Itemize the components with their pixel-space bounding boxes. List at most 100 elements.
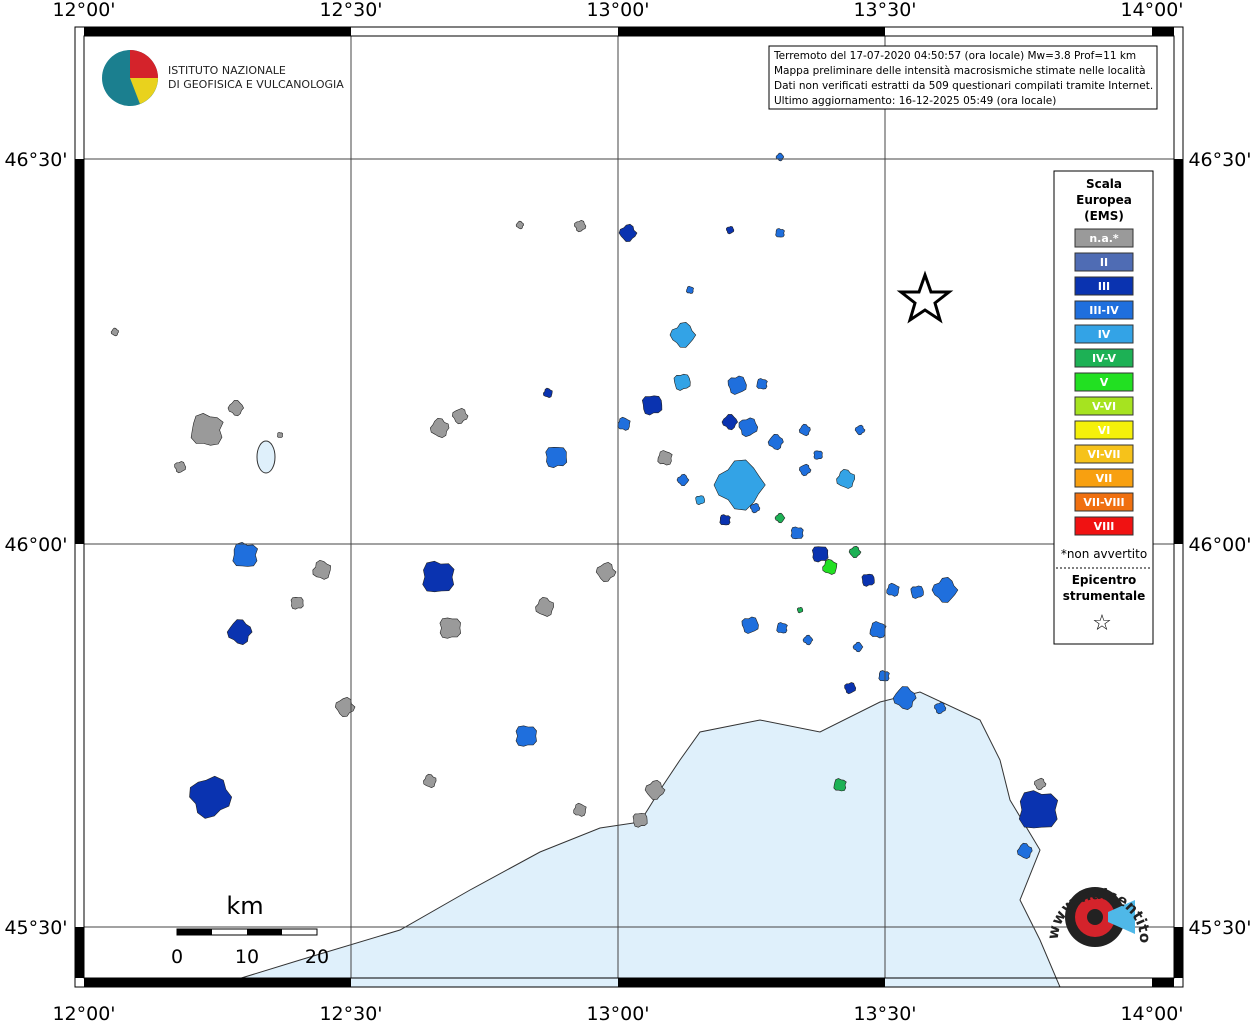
municipality [767,433,784,451]
legend-swatch [1074,348,1134,368]
logo-segment [130,78,158,104]
municipality [721,414,738,431]
municipality [749,502,761,514]
municipality [673,373,691,391]
frame-band [75,927,84,978]
lake [256,440,276,474]
municipality [776,622,788,634]
scale-segment [177,929,212,935]
municipality [189,775,233,819]
municipality [796,606,804,614]
municipality [802,634,814,646]
legend-epicenter: Epicentro [1072,573,1137,587]
info-line: Ultimo aggiornamento: 16-12-2025 05:49 (… [774,95,1056,107]
municipality [798,463,812,477]
municipality [861,573,875,587]
legend-label: IV-V [1092,352,1117,365]
municipality [232,541,258,567]
municipality [618,223,638,242]
legend-label: VII [1096,472,1113,485]
municipality [190,412,224,446]
hsit-circle [1087,909,1103,925]
legend-label: VII-VIII [1083,496,1124,509]
municipality [515,725,537,747]
municipality [798,423,811,437]
frame-band [1174,927,1183,978]
sea [211,691,1061,988]
legend-label: III-IV [1089,304,1119,317]
scale-bar: km 0 10 20 [171,892,329,968]
municipality [813,450,823,460]
municipality [422,560,455,593]
municipality [774,512,786,524]
municipality [110,327,119,337]
municipality [910,585,924,599]
frame-band [84,978,351,987]
lat-label: 46°30' [4,149,67,171]
municipality [886,582,900,597]
legend-label: IV [1098,328,1111,341]
legend-swatch [1074,444,1134,464]
lon-label: 12°00' [52,0,115,21]
municipality [836,468,856,489]
municipality [686,285,694,294]
legend-label: n.a.* [1089,232,1119,245]
legend-swatch [1074,324,1134,344]
municipality [290,596,304,610]
municipality [227,400,244,417]
logo-text: ISTITUTO NAZIONALE [168,64,286,77]
hsit-horn [1108,900,1135,934]
municipality [644,779,666,800]
logo-segment [130,50,158,78]
graticule: 12°00' 12°00' 12°30' 12°30' 13°00' 13°00' 13°3… [4,0,1251,1025]
info-line: Dati non verificati estratti da 509 ques… [774,80,1153,92]
legend-label: V-VI [1092,400,1116,413]
legend-swatch [1074,516,1134,536]
lat-label: 46°30' [1188,149,1251,171]
lon-label: 14°00' [1120,0,1183,21]
municipality [931,576,959,603]
frame-band [1152,978,1174,987]
scale-label: 0 [171,946,183,968]
legend-title: Europea [1076,193,1132,207]
municipality [657,450,673,466]
municipality [892,686,917,711]
municipality [641,395,663,416]
logo-text: DI GEOFISICA E VULCANOLOGIA [168,78,344,91]
legend-star: ☆ [1092,611,1112,636]
municipality [844,682,857,695]
lat-label: 45°30' [4,917,67,939]
legend: ScalaEuropea(EMS)n.a.*IIIIIIII-IVIVIV-VV… [1053,170,1154,645]
lon-label: 12°30' [319,0,382,21]
ingv-logo: ISTITUTO NAZIONALE DI GEOFISICA E VULCAN… [102,50,344,106]
municipality [574,219,587,233]
scale-segment [247,929,282,935]
municipality [226,619,253,646]
scale-unit: km [226,892,263,920]
epicenter-star [896,270,954,324]
municipality [1018,790,1059,829]
frame-band [84,27,351,36]
municipality [713,459,766,511]
municipality [174,461,187,474]
lon-label: 13°00' [586,1003,649,1024]
scale-label: 10 [235,946,259,968]
municipality [848,545,862,559]
lon-label: 13°00' [586,0,649,21]
lon-label: 12°30' [319,1003,382,1024]
legend-swatch [1074,372,1134,392]
frame-band [75,159,84,544]
municipality [334,696,356,718]
municipality [632,813,648,828]
municipality [775,228,785,238]
municipality [852,641,864,653]
info-line: Terremoto del 17-07-2020 04:50:57 (ora l… [773,50,1136,62]
municipality [790,526,804,540]
municipalities [110,152,1059,860]
lat-label: 45°30' [1188,917,1251,939]
municipality [811,546,829,563]
municipality [726,225,735,235]
frame-band [618,27,885,36]
municipality [833,778,847,792]
